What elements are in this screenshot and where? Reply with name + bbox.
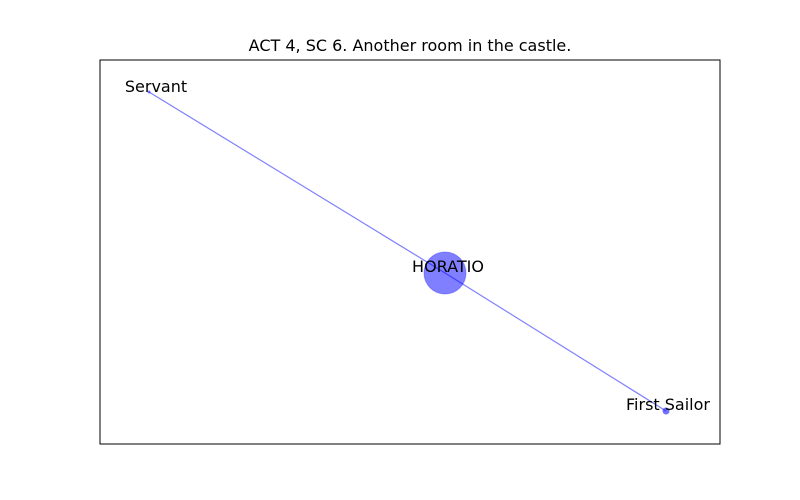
node-servant — [147, 90, 151, 94]
node-first-sailor — [662, 407, 670, 415]
edge-servant-horatio — [148, 91, 446, 274]
node-horatio — [423, 251, 467, 295]
figure-title: ACT 4, SC 6. Another room in the castle. — [248, 36, 572, 55]
plot-frame — [99, 59, 721, 445]
node-label-first-sailor: First Sailor — [626, 395, 710, 414]
edge-horatio-first-sailor — [444, 272, 667, 412]
node-label-horatio: HORATIO — [412, 257, 484, 276]
node-label-servant: Servant — [125, 77, 187, 96]
